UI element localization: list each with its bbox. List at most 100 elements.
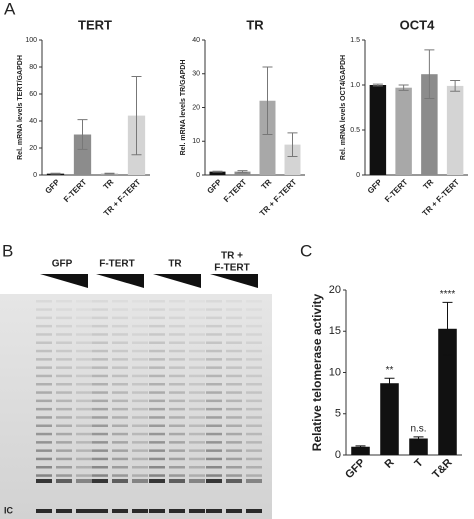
gel-band — [36, 509, 52, 513]
gel-band — [246, 416, 262, 419]
gel-band — [226, 391, 242, 394]
gel-band — [169, 324, 185, 328]
x-tick-label: F-TERT — [383, 177, 410, 204]
gel-band — [132, 479, 148, 483]
gel-band — [36, 349, 52, 353]
gel-band — [112, 366, 128, 369]
gel-band — [206, 366, 222, 369]
gel-band — [149, 432, 165, 436]
lane-label: F-TERT — [99, 259, 135, 270]
gel-band — [92, 457, 108, 461]
x-tick-label: GFP — [205, 177, 223, 195]
x-tick-label: T — [412, 457, 425, 470]
gel-band — [169, 349, 185, 353]
gel-band — [189, 432, 205, 436]
gel-band — [92, 358, 108, 361]
gel-band — [206, 300, 222, 303]
gel-band — [112, 466, 128, 469]
gel-band — [112, 316, 128, 320]
gel-band — [206, 333, 222, 336]
gel-band — [246, 391, 262, 394]
gel-band — [112, 300, 128, 303]
chart-title: TR — [246, 17, 264, 32]
y-tick-label: 0 — [33, 172, 37, 179]
gel-band — [76, 466, 92, 469]
gel-band — [112, 383, 128, 386]
y-tick-label: 80 — [29, 64, 37, 71]
gel-band — [149, 316, 165, 320]
gel-band — [112, 407, 128, 411]
gel-band — [36, 391, 52, 394]
gel-band — [56, 333, 72, 336]
gel-band — [56, 466, 72, 469]
x-tick-label: F-TERT — [62, 177, 89, 204]
gel-band — [206, 358, 222, 361]
gel-band — [226, 479, 242, 483]
gel-band — [36, 366, 52, 369]
gel-band — [56, 457, 72, 461]
gel-band — [149, 374, 165, 378]
y-tick-label: 5 — [335, 408, 341, 420]
gel-band — [56, 479, 72, 483]
error-bar — [237, 170, 248, 174]
dilution-wedge — [210, 274, 258, 288]
gel-band — [189, 341, 205, 344]
gel-band — [169, 366, 185, 369]
x-tick-label: GFP — [343, 457, 367, 481]
gel-band — [189, 391, 205, 394]
gel-band — [149, 391, 165, 394]
gel-band — [149, 407, 165, 411]
gel-band — [149, 479, 165, 483]
y-tick-label: 0 — [356, 172, 360, 179]
gel-band — [189, 308, 205, 311]
gel-band — [169, 449, 185, 452]
bar — [421, 74, 438, 175]
gel-band — [149, 308, 165, 311]
gel-band — [56, 441, 72, 444]
gel-band — [132, 399, 148, 403]
gel-band — [76, 432, 92, 436]
gel-band — [189, 316, 205, 320]
gel-band — [149, 509, 165, 513]
gel-band — [169, 391, 185, 394]
gel-band — [56, 416, 72, 419]
gel-band — [56, 474, 72, 477]
gel-band — [246, 333, 262, 336]
gel-band — [149, 441, 165, 444]
gel-band — [189, 424, 205, 427]
gel-band — [92, 333, 108, 336]
gel-band — [226, 349, 242, 353]
x-tick-label: R — [383, 457, 397, 471]
lane-label: TR + — [221, 251, 243, 262]
gel-band — [246, 479, 262, 483]
gel-band — [76, 383, 92, 386]
gel-band — [56, 449, 72, 452]
gel-band — [169, 358, 185, 361]
y-tick-label: 0 — [196, 172, 200, 179]
gel-band — [226, 300, 242, 303]
y-tick-label: 0 — [335, 449, 341, 461]
gel-band — [169, 300, 185, 303]
gel-band — [226, 449, 242, 452]
gel-band — [246, 324, 262, 328]
gel-band — [169, 374, 185, 378]
y-tick-label: 0.5 — [350, 127, 360, 134]
gel-band — [112, 449, 128, 452]
gel-band — [76, 358, 92, 361]
gel-band — [112, 333, 128, 336]
gel-band — [206, 383, 222, 386]
gel-band — [92, 416, 108, 419]
significance-label: n.s. — [410, 423, 426, 434]
significance-label: **** — [440, 289, 456, 300]
gel-band — [36, 479, 52, 483]
gel-band — [149, 474, 165, 477]
y-tick-label: 40 — [192, 37, 200, 44]
gel-band — [132, 432, 148, 436]
gel-band — [189, 441, 205, 444]
gel-band — [36, 358, 52, 361]
error-bar — [384, 377, 395, 389]
gel-band — [76, 416, 92, 419]
gel-band — [112, 441, 128, 444]
gel-band — [76, 457, 92, 461]
